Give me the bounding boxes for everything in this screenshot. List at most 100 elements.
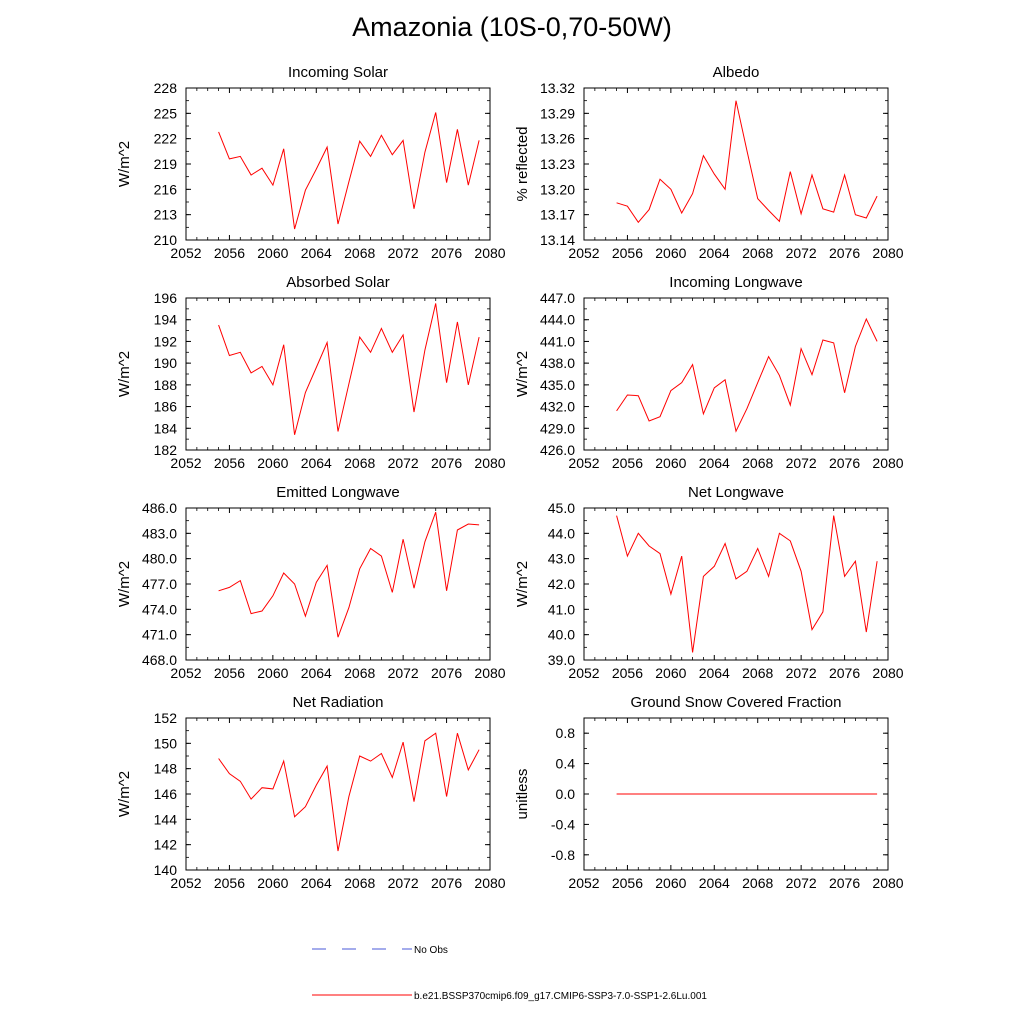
x-tick-label: 2076 [829,875,860,891]
y-tick-label: 190 [154,355,178,371]
x-tick-label: 2080 [872,665,903,681]
y-tick-label: 444.0 [540,312,575,328]
y-tick-label: 184 [154,420,178,436]
x-tick-label: 2072 [786,665,817,681]
y-tick-label: 210 [154,232,178,248]
y-tick-label: 13.32 [540,80,575,96]
y-tick-label: 188 [154,377,178,393]
x-tick-label: 2072 [388,665,419,681]
x-tick-label: 2076 [431,455,462,471]
x-tick-label: 2060 [257,665,288,681]
plot-frame [185,87,491,241]
y-tick-label: 41.0 [548,601,575,617]
x-tick-label: 2068 [742,245,773,261]
figure-title: Amazonia (10S-0,70-50W) [352,12,672,42]
panel-title: Net Radiation [293,694,384,711]
plot-frame [185,297,491,451]
y-tick-label: 219 [154,156,178,172]
x-tick-label: 2060 [257,245,288,261]
y-tick-label: 146 [154,786,178,802]
y-tick-label: 194 [154,312,178,328]
x-tick-label: 2056 [214,245,245,261]
x-tick-label: 2052 [170,875,201,891]
x-tick-label: 2060 [655,875,686,891]
x-tick-label: 2080 [474,665,505,681]
x-tick-label: 2056 [214,665,245,681]
panel-4: Incoming Longwave W/m^2 2052 2056 2060 2064 20… [514,274,904,471]
y-tick-label: 192 [154,333,178,349]
panel-title: Incoming Solar [288,64,388,81]
y-tick-label: 225 [154,105,178,121]
x-tick-label: 2060 [655,665,686,681]
x-tick-label: 2056 [612,875,643,891]
x-tick-label: 2060 [655,455,686,471]
series-line [218,732,480,852]
y-tick-label: 13.23 [540,156,575,172]
legend-label-no-obs: No Obs [414,945,448,956]
y-axis-label: W/m^2 [514,561,531,607]
y-tick-label: 474.0 [142,601,177,617]
y-tick-label: 140 [154,862,178,878]
y-tick-label: 435.0 [540,377,575,393]
x-tick-label: 2076 [829,665,860,681]
y-tick-label: 40.0 [548,627,575,643]
x-tick-label: 2052 [568,245,599,261]
series-line [218,303,480,435]
x-tick-label: 2072 [388,245,419,261]
x-tick-label: 2064 [699,665,730,681]
panel-2: Albedo % reflected 2052 2056 2060 2064 2068 207… [514,64,904,261]
x-tick-label: 2072 [388,455,419,471]
x-tick-label: 2064 [699,245,730,261]
y-axis-label: W/m^2 [514,351,531,397]
y-tick-label: 222 [154,131,178,147]
y-tick-label: 42.0 [548,576,575,592]
panel-title: Absorbed Solar [286,274,389,291]
x-tick-label: 2060 [655,245,686,261]
y-tick-label: 486.0 [142,500,177,516]
y-tick-label: 39.0 [548,652,575,668]
series-line [218,512,480,638]
x-tick-label: 2064 [301,455,332,471]
panel-title: Emitted Longwave [276,484,399,501]
y-axis-label: W/m^2 [116,141,133,187]
panel-1: Incoming Solar W/m^2 2052 2056 2060 2064 2068 2… [116,64,506,261]
x-tick-label: 2072 [388,875,419,891]
x-tick-label: 2060 [257,875,288,891]
legend: No Obs b.e21.BSSP370cmip6.f09_g17.CMIP6-S… [312,945,707,1002]
y-tick-label: 447.0 [540,290,575,306]
x-tick-label: 2076 [431,875,462,891]
y-axis-label: W/m^2 [116,351,133,397]
y-tick-label: 429.0 [540,420,575,436]
y-tick-label: 150 [154,735,178,751]
series-line [616,100,878,224]
y-tick-label: 216 [154,181,178,197]
x-tick-label: 2068 [742,455,773,471]
y-tick-label: 468.0 [142,652,177,668]
y-axis-label: W/m^2 [116,561,133,607]
series-line [616,317,878,433]
plot-frame [583,507,889,661]
x-tick-label: 2068 [344,665,375,681]
y-tick-label: 186 [154,399,178,415]
y-tick-label: 43.0 [548,551,575,567]
plot-frame [583,297,889,451]
x-tick-label: 2080 [872,875,903,891]
y-tick-label: 483.0 [142,525,177,541]
y-tick-label: 45.0 [548,500,575,516]
x-tick-label: 2080 [474,875,505,891]
y-axis-label: W/m^2 [116,771,133,817]
x-tick-label: 2076 [829,245,860,261]
y-tick-label: 0.0 [556,786,576,802]
x-tick-label: 2068 [344,455,375,471]
plot-frame [583,87,889,241]
panel-title: Net Longwave [688,484,784,501]
x-tick-label: 2076 [431,665,462,681]
x-tick-label: 2052 [170,245,201,261]
x-tick-label: 2080 [872,455,903,471]
x-tick-label: 2052 [568,665,599,681]
y-tick-label: 438.0 [540,355,575,371]
x-tick-label: 2052 [568,875,599,891]
panel-6: Net Longwave W/m^2 2052 2056 2060 2064 2068 207… [514,484,904,681]
y-tick-label: 13.20 [540,181,575,197]
panel-3: Absorbed Solar W/m^2 2052 2056 2060 2064 2068 2… [116,274,506,471]
